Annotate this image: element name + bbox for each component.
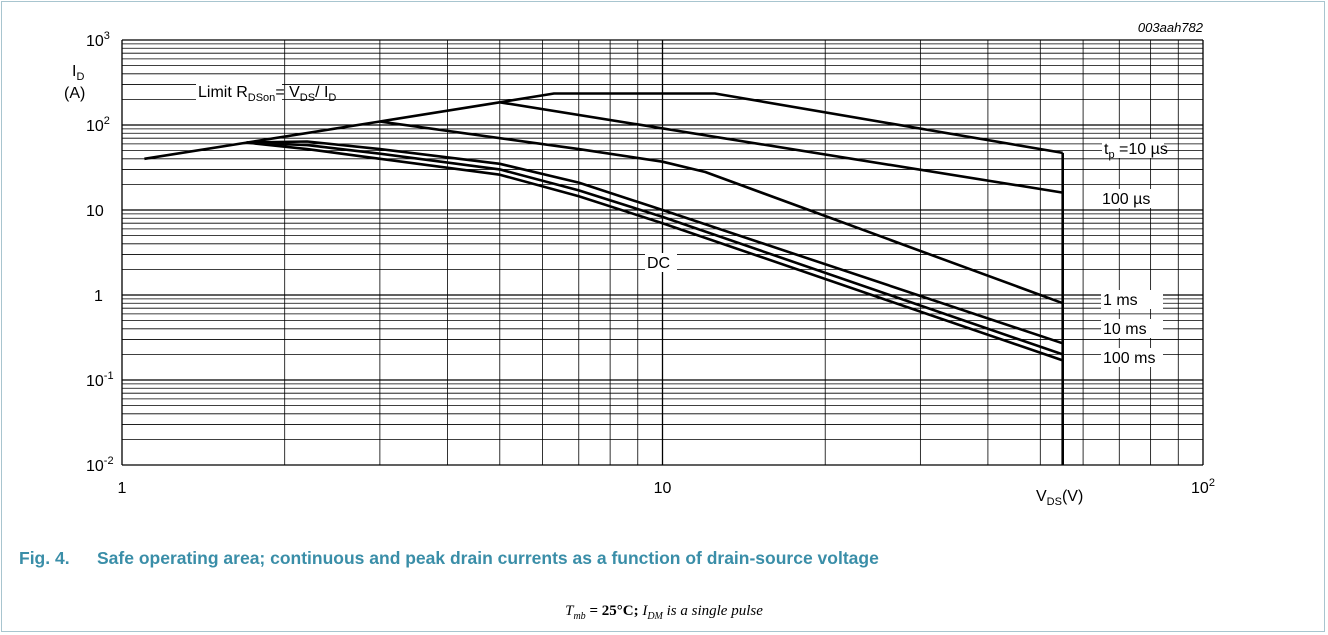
x-tick-exp: 2 xyxy=(1209,477,1215,489)
y-tick-exp: 2 xyxy=(104,115,110,127)
curve-label-tp10: tp =10 µs xyxy=(1104,141,1168,161)
x-tick-base: 10 xyxy=(1191,480,1209,497)
curve-label-ms1: 1 ms xyxy=(1103,292,1138,309)
y-axis-unit: (A) xyxy=(64,85,85,102)
cond-t-sub: mb xyxy=(573,611,586,622)
y-tick-base: 10 xyxy=(86,33,104,50)
x-axis-title: VDS(V) xyxy=(1036,488,1083,508)
y-tick-label: 102 xyxy=(86,115,110,135)
tp-label-main: t xyxy=(1104,141,1109,158)
cond-i-main: I xyxy=(642,603,648,619)
cond-i-tail: is a single pulse xyxy=(662,603,763,619)
label-background xyxy=(196,82,282,101)
y-tick-label: 103 xyxy=(86,30,110,50)
curve-label-limit: Limit RDSon= VDS/ ID xyxy=(198,84,336,104)
test-conditions: Tmb = 25°C; IDM is a single pulse xyxy=(0,603,1328,622)
figure-caption: Fig. 4. Safe operating area; continuous a… xyxy=(19,548,879,569)
limit-label-tail: / I xyxy=(315,84,328,101)
label-background xyxy=(645,253,677,272)
y-axis-title-main: I xyxy=(72,63,76,80)
y-tick-label: 10-2 xyxy=(86,455,114,475)
x-tick-label: 1 xyxy=(118,480,127,497)
limit-label-sub: DS xyxy=(300,92,315,104)
y-tick-base: 10 xyxy=(86,458,104,475)
label-background xyxy=(1100,189,1162,208)
y-axis-title: ID xyxy=(72,63,84,83)
series-layer xyxy=(144,92,1064,465)
limit-label-mid: = V xyxy=(275,84,300,101)
label-background xyxy=(1102,139,1164,158)
tp-label-tail: =10 µs xyxy=(1115,141,1168,158)
tp-label-sub: p xyxy=(1108,149,1114,161)
y-tick-exp: 3 xyxy=(104,30,110,42)
limit-label-sub: DSon xyxy=(248,92,276,104)
series-100-ms xyxy=(246,141,1064,356)
curve-label-dc: DC xyxy=(647,255,670,272)
cond-t-main: T xyxy=(565,603,574,619)
y-tick-label: 1 xyxy=(94,288,103,305)
x-axis-title-unit: (V) xyxy=(1062,488,1083,505)
limit-label-sub: D xyxy=(328,92,336,104)
series-100-s xyxy=(499,101,1063,194)
curve-label-us100: 100 µs xyxy=(1102,191,1150,208)
series-10-ms xyxy=(246,140,1064,345)
series-t-p-10-s xyxy=(499,92,1063,155)
cond-t-value: = 25°C; xyxy=(585,603,643,619)
limit-label-main: Limit R xyxy=(198,84,248,101)
y-tick-label: 10 xyxy=(86,203,104,220)
y-tick-exp: -2 xyxy=(104,455,114,467)
figure-number: Fig. 4. xyxy=(19,548,70,568)
y-tick-base: 10 xyxy=(86,118,104,135)
x-tick-base: 10 xyxy=(654,480,672,497)
x-axis-title-main: V xyxy=(1036,488,1047,505)
series-dc xyxy=(246,141,1064,362)
y-axis-title-sub: D xyxy=(76,71,84,83)
major-grid xyxy=(121,39,1204,466)
series-1-ms xyxy=(379,120,1064,305)
label-background xyxy=(1101,290,1163,309)
figure-title: Safe operating area; continuous and peak… xyxy=(97,548,879,568)
curve-label-ms100: 100 ms xyxy=(1103,350,1155,367)
y-tick-base: 10 xyxy=(86,373,104,390)
y-tick-label: 10-1 xyxy=(86,370,114,390)
x-tick-label: 102 xyxy=(1191,477,1215,497)
x-tick-base: 1 xyxy=(118,480,127,497)
label-background xyxy=(1101,348,1163,367)
x-tick-label: 10 xyxy=(654,480,672,497)
y-tick-exp: -1 xyxy=(104,370,114,382)
series-limit-r-dson-v-ds-i-d xyxy=(144,101,501,161)
cond-i-sub: DM xyxy=(647,611,663,622)
figure-id-label: 003aah782 xyxy=(1138,20,1204,35)
x-axis-title-sub: DS xyxy=(1047,496,1062,508)
label-background xyxy=(1101,319,1163,338)
curve-label-ms10: 10 ms xyxy=(1103,321,1147,338)
